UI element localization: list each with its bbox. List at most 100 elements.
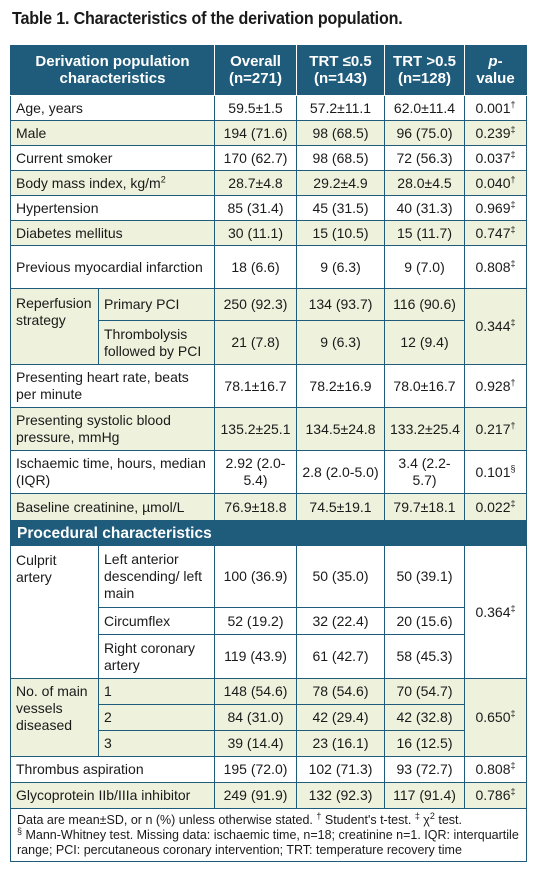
cell-trt-low: 74.5±19.1: [296, 493, 385, 521]
cell-p: 0.022‡: [464, 493, 527, 521]
header-overall: Overall (n=271): [214, 45, 297, 96]
row-label: Age, years: [10, 95, 215, 121]
cell-trt-low: 50 (35.0): [296, 545, 385, 608]
cell-overall: 59.5±1.5: [214, 95, 297, 121]
sub-label: Left anterior descending/ left main: [98, 545, 215, 608]
cell-overall: 170 (62.7): [214, 145, 297, 171]
cell-trt-high: 42 (32.8): [384, 704, 465, 731]
table-row: Presenting systolic blood pressure, mmHg…: [10, 407, 527, 451]
row-label: Current smoker: [10, 145, 215, 171]
cell-trt-high: 50 (39.1): [384, 545, 465, 608]
cell-trt-low: 9 (6.3): [296, 320, 385, 365]
table-row: Circumflex 52 (19.2) 32 (22.4) 20 (15.6): [11, 607, 527, 635]
cell-trt-high: 79.7±18.1: [384, 493, 465, 521]
cell-p: 0.037‡: [464, 145, 527, 171]
row-label: Ischaemic time, hours, median (IQR): [10, 450, 215, 494]
cell-overall: 85 (31.4): [214, 195, 297, 221]
cell-overall: 135.2±25.1: [214, 407, 297, 451]
cell-overall: 39 (14.4): [214, 730, 297, 757]
cell-trt-low: 61 (42.7): [296, 634, 385, 679]
cell-overall: 78.1±16.7: [214, 364, 297, 408]
cell-trt-high: 58 (45.3): [384, 634, 465, 679]
cell-overall: 18 (6.6): [214, 245, 297, 289]
cell-trt-low: 102 (71.3): [296, 756, 385, 783]
header-trt-high: TRT >0.5 (n=128): [384, 45, 465, 96]
cell-overall: 21 (7.8): [214, 320, 297, 365]
cell-trt-low: 42 (29.4): [296, 704, 385, 731]
table-row: Reperfusion strategy Primary PCI 250 (92…: [10, 288, 527, 365]
row-label: Glycoprotein IIb/IIIa inhibitor: [10, 782, 215, 809]
row-label: Male: [10, 120, 215, 146]
table-row: Age, years 59.5±1.5 57.2±11.1 62.0±11.4 …: [10, 95, 527, 121]
cell-overall: 84 (31.0): [214, 704, 297, 731]
table-row: Hypertension 85 (31.4) 45 (31.5) 40 (31.…: [10, 195, 527, 221]
sub-label: Primary PCI: [98, 288, 215, 321]
cell-trt-low: 45 (31.5): [296, 195, 385, 221]
cell-trt-low: 78.2±16.9: [296, 364, 385, 408]
table-row: Presenting heart rate, beats per minute …: [10, 364, 527, 408]
cell-p: 0.364‡: [464, 545, 527, 679]
cell-overall: 28.7±4.8: [214, 170, 297, 196]
row-label: Reperfusion strategy: [10, 288, 99, 365]
cell-p: 0.217†: [464, 407, 527, 451]
cell-trt-high: 16 (12.5): [384, 730, 465, 757]
row-label: Presenting systolic blood pressure, mmHg: [10, 407, 215, 451]
cell-p: 0.650‡: [464, 678, 527, 757]
cell-trt-high: 3.4 (2.2-5.7): [384, 450, 465, 494]
cell-overall: 2.92 (2.0-5.4): [214, 450, 297, 494]
cell-trt-high: 15 (11.7): [384, 220, 465, 246]
cell-trt-low: 15 (10.5): [296, 220, 385, 246]
table-row: Right coronary artery 119 (43.9) 61 (42.…: [11, 634, 527, 679]
cell-overall: 100 (36.9): [214, 545, 297, 608]
sub-label: 1: [98, 678, 215, 705]
header-row: Derivation population characteristics Ov…: [10, 45, 527, 96]
cell-trt-high: 12 (9.4): [384, 320, 465, 365]
row-label: Diabetes mellitus: [10, 220, 215, 246]
cell-trt-high: 70 (54.7): [384, 678, 465, 705]
cell-trt-high: 93 (72.7): [384, 756, 465, 783]
section-header-row: Procedural characteristics: [10, 520, 527, 546]
cell-trt-high: 96 (75.0): [384, 120, 465, 146]
sub-label: Right coronary artery: [98, 634, 215, 679]
header-p-value: p-value: [464, 45, 527, 96]
cell-overall: 195 (72.0): [214, 756, 297, 783]
cell-p: 0.808‡: [464, 245, 527, 289]
cell-overall: 249 (91.9): [214, 782, 297, 809]
row-label: Presenting heart rate, beats per minute: [10, 364, 215, 408]
table-row: Current smoker 170 (62.7) 98 (68.5) 72 (…: [10, 145, 527, 171]
cell-p: 0.101§: [464, 450, 527, 494]
cell-trt-high: 133.2±25.4: [384, 407, 465, 451]
table-row: Male 194 (71.6) 98 (68.5) 96 (75.0) 0.23…: [10, 120, 527, 146]
cell-p: 0.928†: [464, 364, 527, 408]
cell-trt-low: 57.2±11.1: [296, 95, 385, 121]
table-row: Ischaemic time, hours, median (IQR) 2.92…: [10, 450, 527, 494]
cell-p: 0.239‡: [464, 120, 527, 146]
cell-trt-low: 98 (68.5): [296, 120, 385, 146]
cell-trt-low: 23 (16.1): [296, 730, 385, 757]
cell-trt-high: 72 (56.3): [384, 145, 465, 171]
row-label: Previous myocardial infarction: [10, 245, 215, 289]
cell-trt-high: 40 (31.3): [384, 195, 465, 221]
cell-p: 0.786‡: [464, 782, 527, 809]
cell-overall: 148 (54.6): [214, 678, 297, 705]
cell-trt-high: 116 (90.6): [384, 288, 465, 321]
row-label: No. of main vessels diseased: [10, 678, 99, 757]
table-row: Thrombolysis followed by PCI 21 (7.8) 9 …: [10, 320, 527, 365]
cell-trt-low: 78 (54.6): [296, 678, 385, 705]
row-label: Hypertension: [10, 195, 215, 221]
table-footnote: Data are mean±SD, or n (%) unless otherw…: [10, 808, 527, 862]
cell-overall: 194 (71.6): [214, 120, 297, 146]
cell-trt-high: 9 (7.0): [384, 245, 465, 289]
cell-p: 0.344‡: [464, 288, 527, 365]
cell-p: 0.808‡: [464, 756, 527, 783]
cell-trt-low: 9 (6.3): [296, 245, 385, 289]
section-title: Procedural characteristics: [10, 520, 527, 546]
row-label: Baseline creatinine, µmol/L: [10, 493, 215, 521]
cell-trt-high: 117 (91.4): [384, 782, 465, 809]
table-row: Glycoprotein IIb/IIIa inhibitor 249 (91.…: [10, 782, 527, 809]
cell-p: 0.747‡: [464, 220, 527, 246]
cell-trt-high: 62.0±11.4: [384, 95, 465, 121]
cell-trt-high: 28.0±4.5: [384, 170, 465, 196]
characteristics-table: Derivation population characteristics Ov…: [10, 45, 527, 862]
